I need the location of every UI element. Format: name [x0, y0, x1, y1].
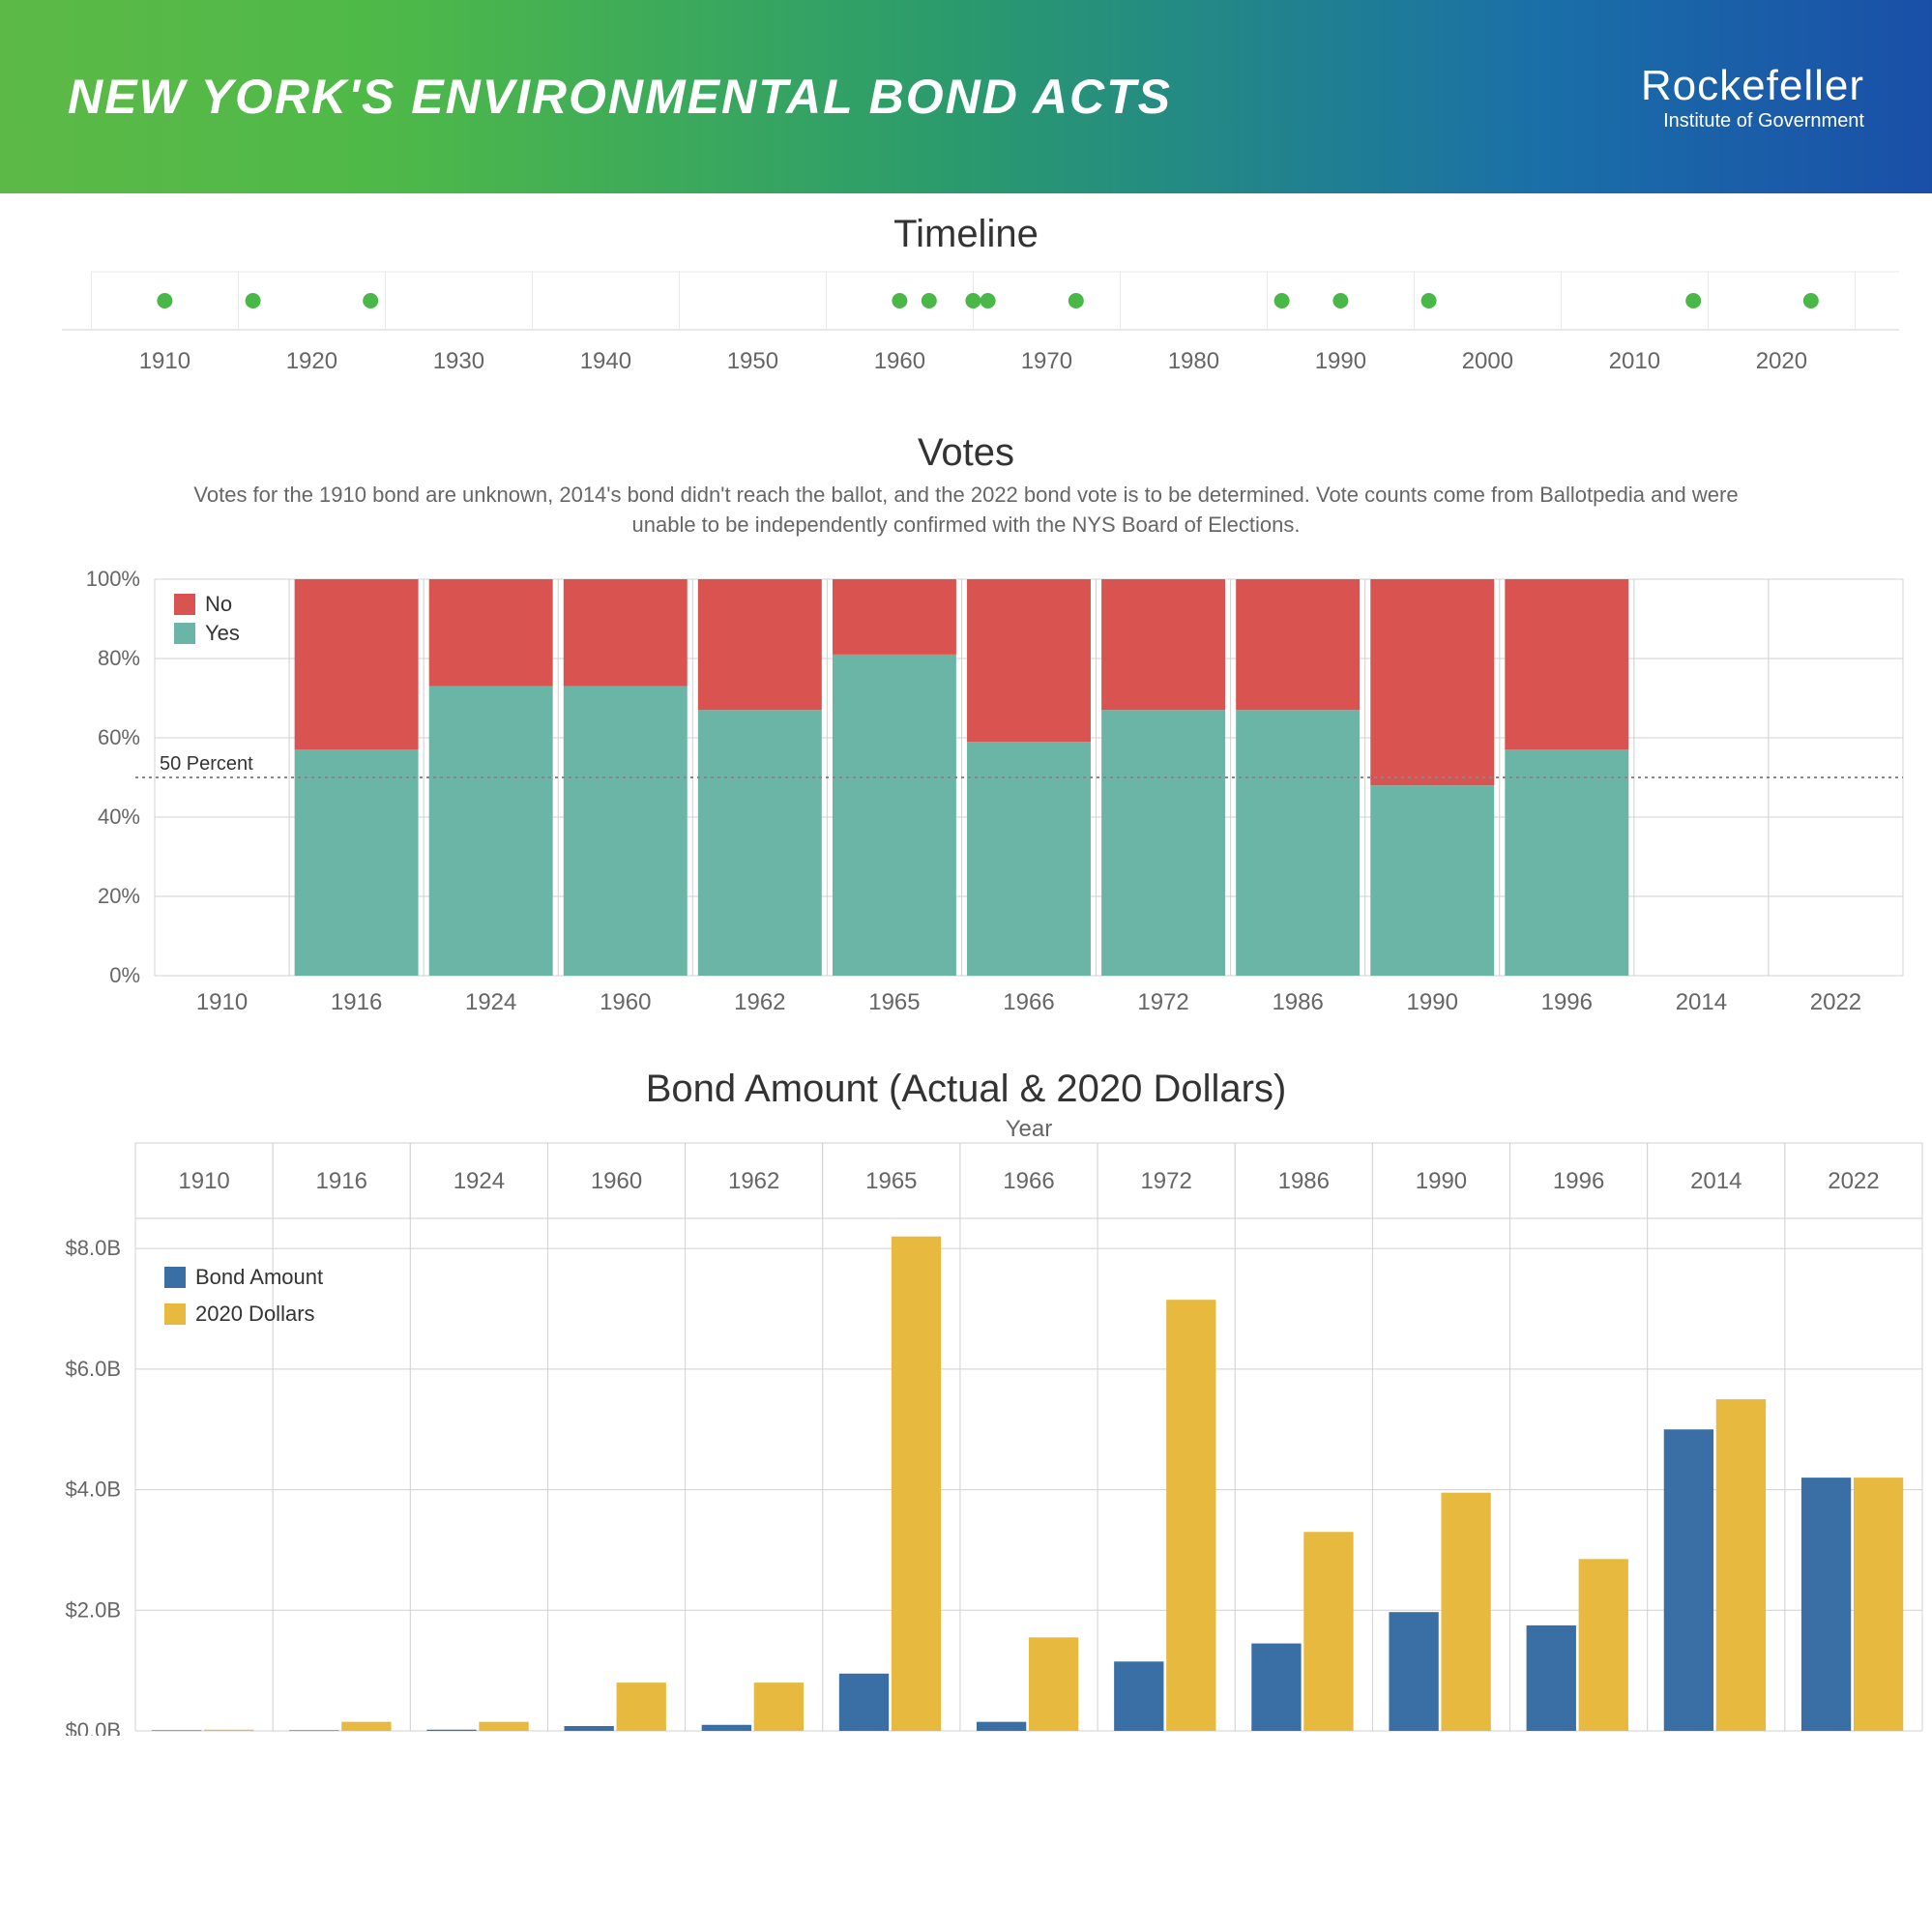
svg-text:2022: 2022 [1810, 989, 1861, 1015]
svg-text:1972: 1972 [1137, 989, 1188, 1015]
svg-text:1966: 1966 [1003, 989, 1054, 1015]
svg-text:20%: 20% [98, 884, 140, 908]
svg-text:1960: 1960 [591, 1168, 642, 1194]
svg-text:2010: 2010 [1609, 348, 1660, 374]
amounts-title: Bond Amount (Actual & 2020 Dollars) [0, 1068, 1932, 1111]
svg-text:$4.0B: $4.0B [66, 1477, 122, 1501]
svg-text:1950: 1950 [727, 348, 778, 374]
svg-text:Year: Year [1006, 1117, 1053, 1142]
svg-text:1970: 1970 [1021, 348, 1072, 374]
amounts-chart: Year 1910 1916 1924 1960 1962 1965 1966 1972 1986… [0, 1117, 1932, 1736]
svg-text:1940: 1940 [580, 348, 631, 374]
svg-text:1916: 1916 [316, 1168, 367, 1194]
timeline-section: Timeline 1910 1920 1930 1940 1950 1960 1970 198… [0, 193, 1932, 412]
svg-text:1986: 1986 [1272, 989, 1323, 1015]
amounts-section: Bond Amount (Actual & 2020 Dollars) Year… [0, 1048, 1932, 1750]
svg-text:0%: 0% [109, 963, 140, 987]
svg-text:2014: 2014 [1690, 1168, 1742, 1194]
svg-text:2000: 2000 [1462, 348, 1513, 374]
svg-text:1910: 1910 [196, 989, 248, 1015]
svg-text:2014: 2014 [1676, 989, 1727, 1015]
svg-text:1920: 1920 [286, 348, 337, 374]
svg-text:50 Percent: 50 Percent [160, 753, 253, 775]
svg-text:1930: 1930 [433, 348, 484, 374]
svg-text:1986: 1986 [1278, 1168, 1330, 1194]
svg-text:2020 Dollars: 2020 Dollars [195, 1302, 315, 1326]
svg-text:1910: 1910 [178, 1168, 229, 1194]
svg-text:60%: 60% [98, 725, 140, 749]
header-banner: NEW YORK'S ENVIRONMENTAL BOND ACTS Rocke… [0, 0, 1932, 193]
svg-text:1972: 1972 [1140, 1168, 1191, 1194]
svg-text:1916: 1916 [331, 989, 382, 1015]
svg-text:1960: 1960 [600, 989, 651, 1015]
svg-text:1996: 1996 [1541, 989, 1593, 1015]
votes-section: Votes Votes for the 1910 bond are unknow… [0, 412, 1932, 1048]
svg-text:1966: 1966 [1003, 1168, 1054, 1194]
logo-main: Rockefeller [1641, 62, 1864, 110]
svg-text:1924: 1924 [454, 1168, 505, 1194]
svg-text:No: No [205, 592, 232, 616]
timeline-title: Timeline [0, 213, 1932, 256]
svg-text:1990: 1990 [1407, 989, 1458, 1015]
logo-sub: Institute of Government [1641, 110, 1864, 132]
svg-text:$6.0B: $6.0B [66, 1356, 122, 1380]
svg-text:80%: 80% [98, 646, 140, 670]
votes-chart: 0% 20% 40% 60% 80% 100% 1910 1916 1924 1960 1962 19… [0, 550, 1932, 1034]
svg-text:1962: 1962 [728, 1168, 779, 1194]
svg-text:1962: 1962 [734, 989, 785, 1015]
svg-text:Bond Amount: Bond Amount [195, 1265, 323, 1289]
svg-text:40%: 40% [98, 805, 140, 829]
svg-text:Yes: Yes [205, 621, 240, 645]
svg-text:1924: 1924 [465, 989, 516, 1015]
svg-text:$0.0B: $0.0B [66, 1718, 122, 1736]
svg-text:1996: 1996 [1553, 1168, 1604, 1194]
svg-text:1990: 1990 [1315, 348, 1366, 374]
svg-text:1980: 1980 [1168, 348, 1219, 374]
svg-text:2022: 2022 [1828, 1168, 1879, 1194]
votes-subtitle: Votes for the 1910 bond are unknown, 201… [192, 481, 1740, 541]
votes-title: Votes [0, 431, 1932, 475]
svg-text:1965: 1965 [868, 989, 920, 1015]
svg-text:2020: 2020 [1756, 348, 1807, 374]
svg-text:1965: 1965 [865, 1168, 917, 1194]
svg-text:1910: 1910 [139, 348, 190, 374]
page-title: NEW YORK'S ENVIRONMENTAL BOND ACTS [68, 69, 1172, 125]
svg-text:$8.0B: $8.0B [66, 1236, 122, 1260]
svg-text:100%: 100% [86, 567, 140, 591]
svg-text:1960: 1960 [874, 348, 925, 374]
svg-text:$2.0B: $2.0B [66, 1597, 122, 1622]
timeline-chart: 1910 1920 1930 1940 1950 1960 1970 1980 1990 2000… [43, 262, 1918, 397]
svg-text:1990: 1990 [1416, 1168, 1467, 1194]
logo: Rockefeller Institute of Government [1641, 62, 1864, 132]
